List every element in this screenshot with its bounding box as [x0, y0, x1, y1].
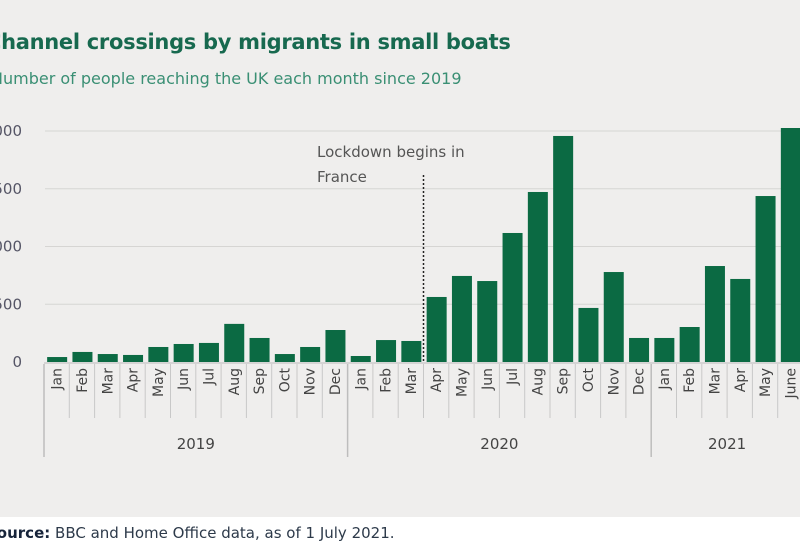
x-tick-label: Jun — [176, 368, 192, 391]
bar — [224, 323, 245, 362]
x-tick-label: Jul — [201, 368, 217, 386]
year-label: 2020 — [480, 435, 518, 453]
x-tick-label: Sep — [556, 368, 572, 395]
x-tick-label: Aug — [530, 368, 546, 395]
bar — [553, 135, 574, 362]
x-tick-label: Mar — [707, 368, 723, 395]
x-tick-label: Jun — [480, 368, 496, 391]
source-text: BBC and Home Office data, as of 1 July 2… — [55, 524, 395, 542]
y-tick-label: 2000 — [0, 122, 22, 140]
bar — [173, 343, 194, 362]
bar — [502, 232, 523, 362]
y-tick-label: 0 — [12, 353, 22, 371]
chart-subtitle: Number of people reaching the UK each mo… — [0, 69, 462, 88]
annotation-text: Lockdown begins in — [317, 143, 465, 161]
bar — [679, 327, 700, 362]
x-tick-label: Oct — [581, 368, 597, 393]
x-tick-label: Jan — [50, 368, 66, 391]
annotation-text: France — [317, 168, 367, 186]
x-tick-label: Mar — [100, 368, 116, 395]
bar — [426, 296, 447, 362]
x-tick-label: Jan — [657, 368, 673, 391]
x-tick-label: Aug — [227, 368, 243, 395]
x-tick-label: Feb — [682, 368, 698, 393]
x-tick-label: Nov — [303, 368, 319, 395]
y-tick-label: 1500 — [0, 180, 22, 198]
x-tick-label: Jul — [505, 368, 521, 386]
bar — [123, 354, 144, 362]
year-label: 2021 — [708, 435, 746, 453]
x-tick-label: Feb — [75, 368, 91, 393]
bar — [47, 357, 68, 362]
x-tick-label: Mar — [404, 368, 420, 395]
source-note: Source: BBC and Home Office data, as of … — [0, 524, 395, 542]
bar — [198, 342, 219, 362]
bar — [350, 355, 371, 362]
bar — [704, 266, 725, 362]
bar — [376, 340, 397, 362]
bar — [603, 272, 624, 362]
x-tick-label: Oct — [277, 368, 293, 393]
x-tick-label: June — [783, 368, 799, 400]
y-tick-label: 1000 — [0, 238, 22, 256]
bar — [755, 196, 776, 362]
bar — [97, 354, 118, 362]
x-tick-label: May — [758, 368, 774, 397]
x-tick-label: Apr — [429, 368, 445, 392]
x-tick-label: Sep — [252, 368, 268, 395]
year-label: 2019 — [177, 435, 215, 453]
chart-title: Channel crossings by migrants in small b… — [0, 30, 511, 54]
x-tick-label: Nov — [606, 368, 622, 395]
x-tick-label: Jan — [353, 368, 369, 391]
bar — [325, 330, 346, 362]
y-tick-label: 500 — [0, 295, 22, 313]
x-tick-label: Dec — [632, 368, 648, 395]
x-tick-label: May — [151, 368, 167, 397]
bar — [451, 275, 472, 362]
bar — [477, 281, 498, 362]
bar — [780, 128, 800, 362]
chart-panel — [0, 0, 800, 517]
bar — [629, 337, 650, 362]
bar — [578, 307, 599, 362]
source-label: Source: — [0, 524, 51, 542]
bar — [730, 278, 751, 362]
x-tick-label: Apr — [733, 368, 749, 392]
x-tick-label: May — [454, 368, 470, 397]
bar — [148, 346, 169, 362]
x-tick-label: Feb — [379, 368, 395, 393]
bar — [72, 351, 93, 362]
bar — [249, 337, 270, 362]
x-tick-label: Apr — [126, 368, 142, 392]
bar — [527, 191, 548, 362]
bar — [274, 354, 295, 362]
bar-chart: 0 500 1000 1500 2000 Jan Feb Mar Apr May Jun Jul Aug… — [0, 122, 800, 457]
bar — [654, 337, 675, 362]
bar — [300, 346, 321, 362]
bar — [401, 340, 422, 362]
x-tick-label: Dec — [328, 368, 344, 395]
